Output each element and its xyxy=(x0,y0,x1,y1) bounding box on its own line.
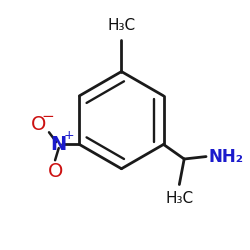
Text: O: O xyxy=(31,116,46,134)
Text: N: N xyxy=(50,135,67,154)
Text: NH₂: NH₂ xyxy=(208,148,244,166)
Text: +: + xyxy=(63,129,74,142)
Text: H₃C: H₃C xyxy=(108,18,136,33)
Text: −: − xyxy=(41,108,54,124)
Text: H₃C: H₃C xyxy=(165,190,194,206)
Text: O: O xyxy=(48,162,63,181)
